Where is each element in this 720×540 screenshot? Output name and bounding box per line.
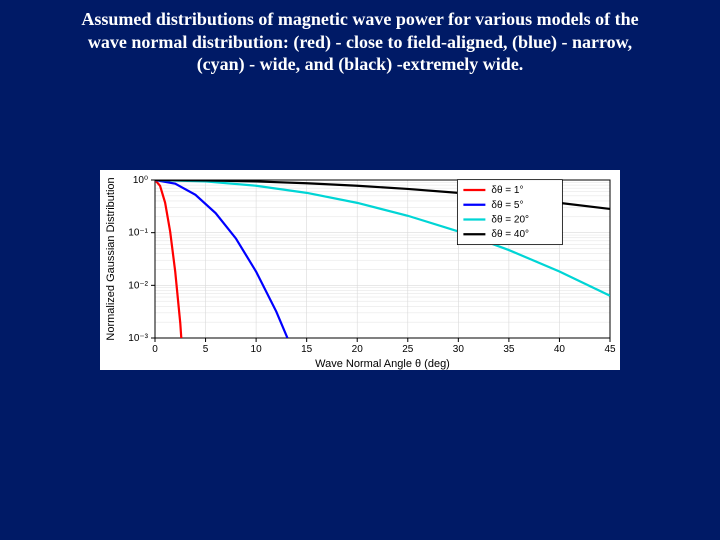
distribution-chart: 0 5 10 15 20 25 30 35 40 45 10⁻³ 10⁻² 10⁻¹ 10⁰ Wave No… xyxy=(100,170,620,370)
xtick-label: 5 xyxy=(203,344,209,355)
ytick-label: 10⁻³ xyxy=(128,333,148,344)
xtick-label: 35 xyxy=(503,344,515,355)
xtick-label: 25 xyxy=(402,344,414,355)
xtick-label: 10 xyxy=(251,344,263,355)
legend-label-cyan: δθ = 20° xyxy=(491,215,529,226)
xtick-label: 20 xyxy=(352,344,364,355)
title-line-3: (cyan) - wide, and (black) -extremely wi… xyxy=(197,54,524,74)
title-line-1: Assumed distributions of magnetic wave p… xyxy=(81,9,638,29)
xtick-label: 15 xyxy=(301,344,313,355)
legend-label-blue: δθ = 5° xyxy=(491,200,523,211)
ytick-label: 10⁻² xyxy=(128,280,148,291)
xtick-label: 0 xyxy=(152,344,158,355)
xtick-label: 30 xyxy=(453,344,465,355)
legend-label-black: δθ = 40° xyxy=(491,229,529,240)
chart-svg: 0 5 10 15 20 25 30 35 40 45 10⁻³ 10⁻² 10⁻¹ 10⁰ Wave No… xyxy=(100,170,620,370)
x-axis-label: Wave Normal Angle θ (deg) xyxy=(315,358,450,370)
y-axis-label: Normalized Gaussian Distribution xyxy=(105,177,117,340)
ytick-label: 10⁰ xyxy=(133,175,148,186)
title-line-2: wave normal distribution: (red) - close … xyxy=(88,32,632,52)
xtick-label: 40 xyxy=(554,344,566,355)
slide-title: Assumed distributions of magnetic wave p… xyxy=(30,8,690,76)
legend-label-red: δθ = 1° xyxy=(491,185,523,196)
ytick-label: 10⁻¹ xyxy=(128,228,148,239)
xtick-label: 45 xyxy=(604,344,616,355)
